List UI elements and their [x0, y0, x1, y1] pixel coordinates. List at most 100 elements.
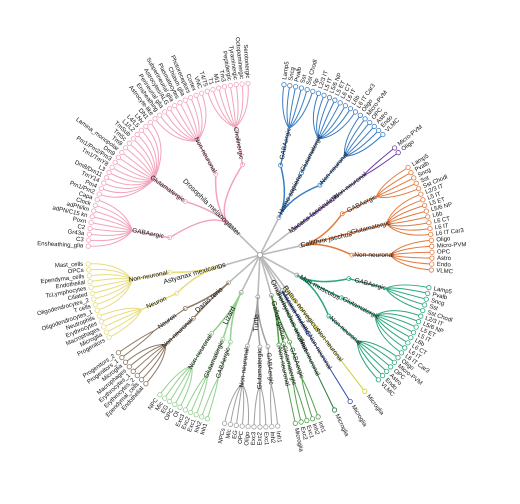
leaf-branch: [150, 122, 186, 202]
leaf-node: [405, 340, 411, 346]
group-branch: [296, 274, 330, 317]
species-branch: [228, 254, 261, 284]
leaf-label: L5 IT: [427, 191, 442, 201]
leaf-node: [92, 202, 98, 208]
leaf-node: [411, 175, 417, 181]
leaf-node: [263, 424, 269, 430]
group-branch: [270, 295, 280, 346]
leaf-node: [172, 401, 178, 408]
leaf-node: [221, 420, 228, 426]
species-label: Lizard: [222, 306, 237, 326]
leaf-node: [227, 421, 234, 428]
leaf-node: [422, 202, 428, 209]
leaf-branch: [125, 317, 194, 363]
leaf-branch: [278, 344, 296, 424]
leaf-node: [427, 225, 433, 232]
leaf-label: Capa: [78, 191, 94, 202]
leaf-branch: [349, 223, 431, 236]
leaf-node: [152, 116, 158, 122]
leaf-node: [292, 420, 298, 426]
leaf-node: [425, 214, 431, 220]
leaf-node: [101, 324, 107, 330]
leaf-node: [87, 225, 93, 232]
leaf-node: [239, 81, 245, 87]
leaf-node: [315, 90, 322, 96]
group-node: [227, 339, 233, 345]
leaf-branch: [301, 111, 356, 174]
leaf-label: Clock: [75, 197, 92, 207]
leaf-node: [315, 414, 321, 420]
leaf-node: [245, 80, 251, 87]
leaf-branch: [141, 129, 186, 202]
leaf-node: [143, 381, 149, 387]
leaf-label: Sst: [420, 175, 431, 184]
leaf-label: LNv: [133, 113, 145, 125]
leaf-label: Vip: [312, 77, 321, 88]
leaf-node: [98, 185, 104, 192]
leaf-label: Ol: [173, 411, 181, 419]
leaf-node: [245, 423, 251, 430]
leaf-label: Sncg: [288, 67, 296, 82]
group-branch: [246, 296, 259, 347]
leaf-node: [398, 350, 405, 356]
group-branch: [278, 184, 321, 218]
leaf-node: [410, 329, 417, 336]
leaf-label: L6b: [351, 94, 362, 106]
leaf-label: Sst: [300, 74, 308, 84]
leaf-branch: [299, 337, 335, 411]
leaf-node: [309, 416, 316, 422]
leaf-node: [167, 398, 173, 405]
leaf-branch: [99, 293, 177, 317]
leaf-node: [275, 423, 281, 429]
leaf-branch: [96, 199, 170, 239]
leaf-node: [227, 82, 233, 89]
leaf-node: [204, 416, 210, 422]
leaf-node: [130, 136, 136, 142]
leaf-node: [96, 313, 102, 319]
leaf-label: Inh2: [194, 420, 204, 434]
leaf-label: Lamp5: [433, 286, 453, 295]
leaf-node: [92, 302, 98, 308]
leaf-node: [281, 82, 287, 88]
leaf-node: [106, 334, 112, 341]
leaf-node: [87, 279, 93, 285]
leaf-label: Endothelial: [55, 280, 85, 291]
leaf-label: L5 ET: [429, 197, 446, 207]
leaf-node: [138, 377, 145, 383]
leaf-node: [130, 368, 136, 374]
leaf-node: [94, 197, 100, 203]
leaf-node: [233, 422, 239, 428]
leaf-node: [134, 131, 140, 138]
leaf-label: Mic: [226, 429, 234, 439]
leaf-label: T1: [206, 77, 214, 86]
group-branch: [277, 292, 301, 339]
leaf-node: [162, 109, 168, 115]
leaf-node: [88, 284, 94, 291]
leaf-node: [94, 307, 100, 314]
species-branch: [219, 254, 261, 268]
leaf-node: [119, 354, 125, 361]
leaf-node: [177, 100, 183, 106]
leaf-node: [337, 100, 343, 106]
leaf-node: [415, 319, 422, 325]
group-label: GABAergic: [265, 352, 275, 385]
group-label: Glutamatergic: [257, 348, 264, 389]
leaf-node: [269, 423, 275, 430]
leaf-node: [182, 97, 188, 103]
leaf-node: [85, 261, 91, 267]
leaf-branch: [307, 333, 351, 402]
group-label: Glutamatergic: [299, 133, 324, 173]
leaf-label: Sst: [428, 304, 438, 312]
leaf-label: Microglia: [350, 404, 368, 428]
leaf-label: L6 CT: [433, 216, 451, 225]
group-label: Non-neuronal: [192, 136, 217, 174]
leaf-node: [402, 345, 408, 351]
leaf-node: [86, 267, 92, 273]
leaf-label: Exc3: [175, 413, 186, 428]
leaf-label: adPN/kn: [66, 201, 90, 213]
leaf-node: [89, 214, 95, 220]
leaf-label: Exc2: [257, 431, 263, 445]
leaf-label: Inh1: [200, 422, 209, 436]
leaf-node: [103, 175, 109, 181]
leaf-node: [199, 90, 205, 96]
